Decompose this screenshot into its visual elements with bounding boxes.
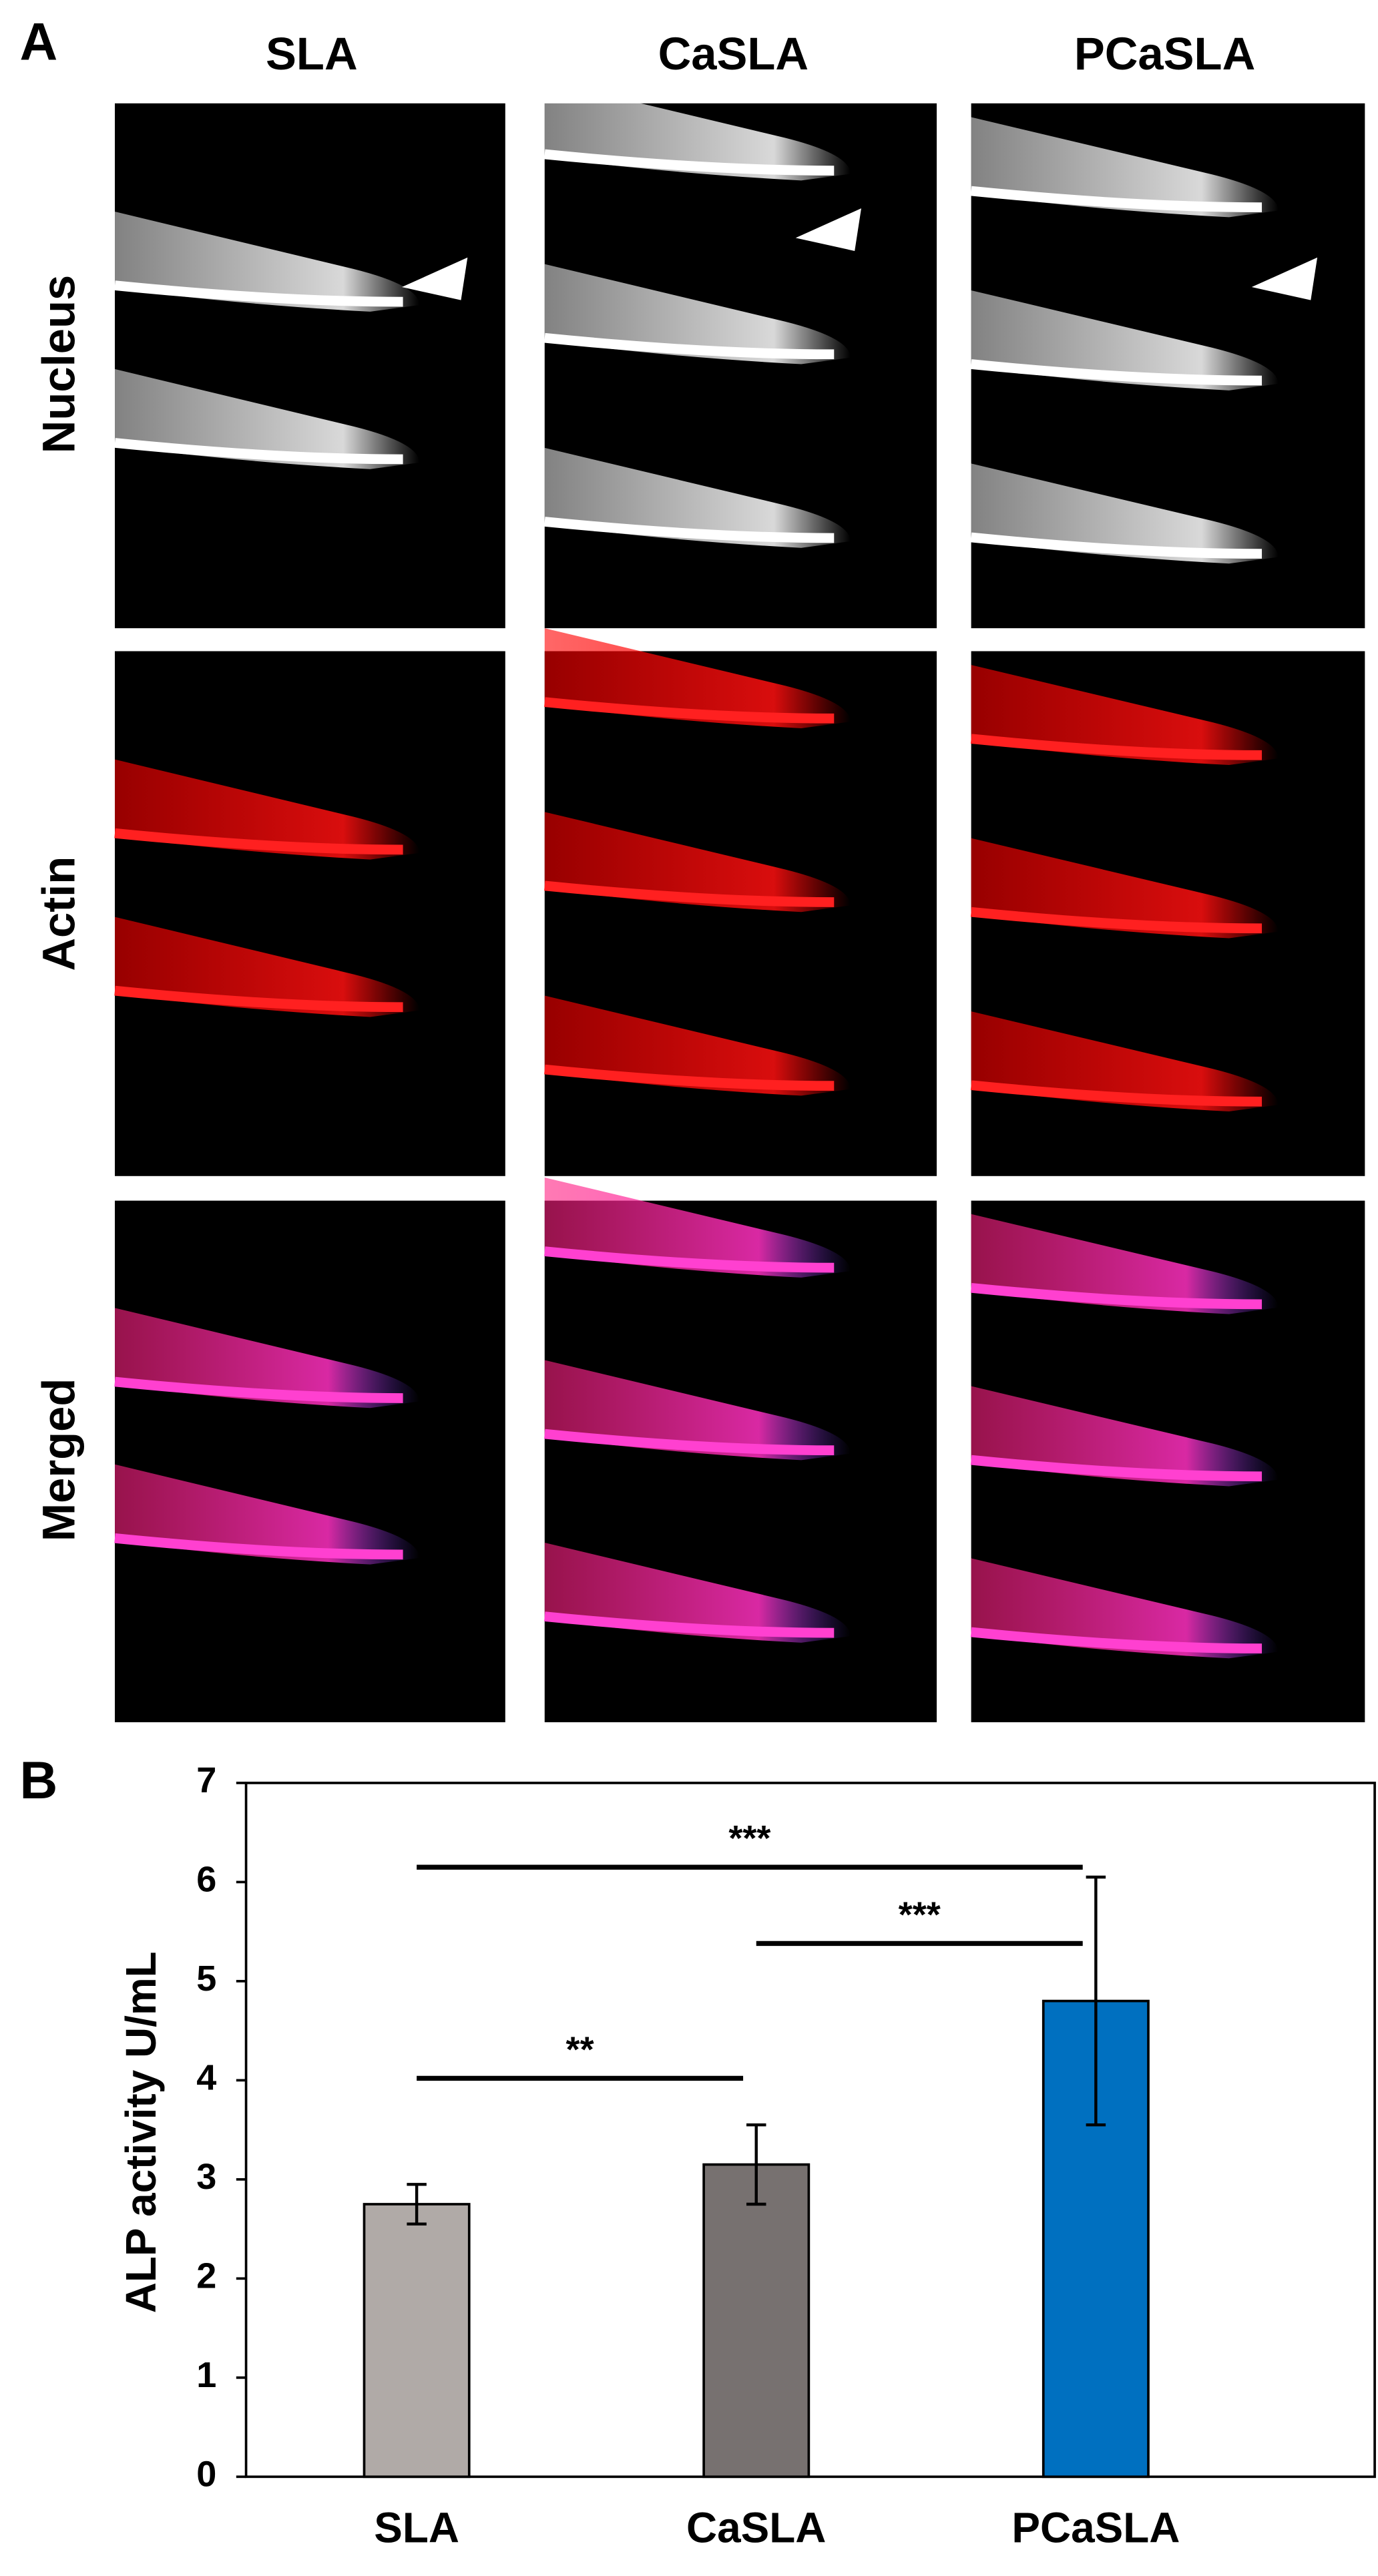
error-bar (746, 2123, 766, 2206)
thread-band (115, 368, 420, 469)
panel-label: B (19, 1751, 57, 1810)
x-tick-label: SLA (374, 2503, 459, 2551)
thread-band (971, 290, 1279, 391)
significance-label: ** (566, 2029, 594, 2069)
micrographs (114, 80, 1365, 1723)
thread-band (544, 264, 851, 364)
thread-edge (970, 907, 1262, 934)
thread-band (544, 812, 851, 913)
thread-band (544, 1178, 851, 1278)
micrograph (115, 103, 505, 629)
column-header: SLA (266, 28, 358, 79)
error-bar (1086, 1875, 1106, 2127)
y-tick-label: 4 (196, 2058, 216, 2098)
thread-band (544, 80, 851, 181)
thread-band (544, 1542, 851, 1643)
y-tick-label: 5 (196, 1959, 216, 1999)
thread-band (971, 1386, 1279, 1487)
thread-edge (544, 1429, 835, 1456)
y-tick-label: 3 (196, 2157, 216, 2197)
significance-label: *** (728, 1818, 770, 1858)
thread-edge (544, 1246, 835, 1273)
bar (702, 2163, 811, 2479)
micrograph (544, 103, 937, 629)
micrograph (115, 651, 505, 1176)
thread-edge (114, 828, 403, 855)
bar (1042, 1999, 1150, 2479)
thread-band (544, 995, 851, 1096)
thread-band (544, 628, 851, 728)
plot-frame (244, 1782, 1376, 2479)
thread-band (115, 759, 420, 860)
thread-edge (970, 1627, 1262, 1653)
arrowhead (402, 257, 468, 300)
thread-edge (970, 186, 1262, 212)
thread-edge (970, 1282, 1262, 1310)
thread-band (971, 117, 1279, 218)
thread-band (544, 447, 851, 548)
y-tick-label: 2 (196, 2256, 216, 2296)
y-tick-label: 6 (196, 1860, 216, 1900)
thread-band (115, 1464, 420, 1565)
row-label: Nucleus (33, 275, 85, 454)
row-label: Merged (33, 1378, 85, 1542)
thread-edge (970, 359, 1262, 386)
thread-band (115, 1308, 420, 1408)
thread-edge (544, 149, 835, 176)
thread-edge (544, 880, 835, 907)
thread-band (971, 665, 1279, 766)
thread-band (971, 1558, 1279, 1659)
thread-band (115, 917, 420, 1017)
column-header: CaSLA (658, 28, 809, 79)
thread-band (971, 838, 1279, 939)
thread-edge (970, 734, 1262, 760)
thread-edge (114, 1376, 403, 1403)
x-tick-label: PCaSLA (1011, 2503, 1180, 2551)
thread-edge (970, 532, 1262, 559)
thread-edge (544, 697, 835, 724)
thread-edge (114, 985, 403, 1013)
bar (363, 2203, 471, 2479)
thread-band (115, 212, 420, 312)
thread-edge (544, 517, 835, 543)
thread-edge (970, 1080, 1262, 1107)
thread-band (971, 1011, 1279, 1111)
error-bar (407, 2183, 427, 2226)
thread-band (544, 1360, 851, 1461)
arrowhead (1251, 257, 1318, 300)
y-tick-label: 1 (196, 2355, 216, 2395)
y-axis-label: ALP activity U/mL (117, 1951, 165, 2313)
significance-label: *** (899, 1894, 941, 1935)
micrograph (544, 1200, 937, 1723)
y-tick-label: 7 (196, 1760, 216, 1800)
row-label: Actin (33, 856, 85, 971)
thread-edge (114, 438, 403, 465)
panel-label: A (19, 13, 57, 71)
thread-edge (114, 280, 403, 307)
thread-band (971, 1214, 1279, 1314)
thread-edge (544, 1064, 835, 1091)
thread-edge (114, 1533, 403, 1560)
thread-edge (544, 1611, 835, 1638)
thread-band (971, 463, 1279, 564)
x-tick-label: CaSLA (686, 2503, 826, 2551)
thread-edge (970, 1455, 1262, 1482)
micrograph (544, 651, 937, 1176)
column-header: PCaSLA (1074, 28, 1255, 79)
thread-edge (544, 332, 835, 360)
micrograph (115, 1200, 505, 1723)
y-tick-label: 0 (196, 2455, 216, 2495)
arrowhead (795, 208, 861, 251)
